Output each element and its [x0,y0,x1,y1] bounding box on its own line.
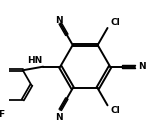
Text: HN: HN [27,56,42,65]
Text: N: N [55,16,63,25]
Text: Cl: Cl [110,18,120,27]
Text: Cl: Cl [110,106,120,115]
Text: F: F [0,110,4,119]
Text: N: N [55,112,63,121]
Text: N: N [138,62,146,71]
